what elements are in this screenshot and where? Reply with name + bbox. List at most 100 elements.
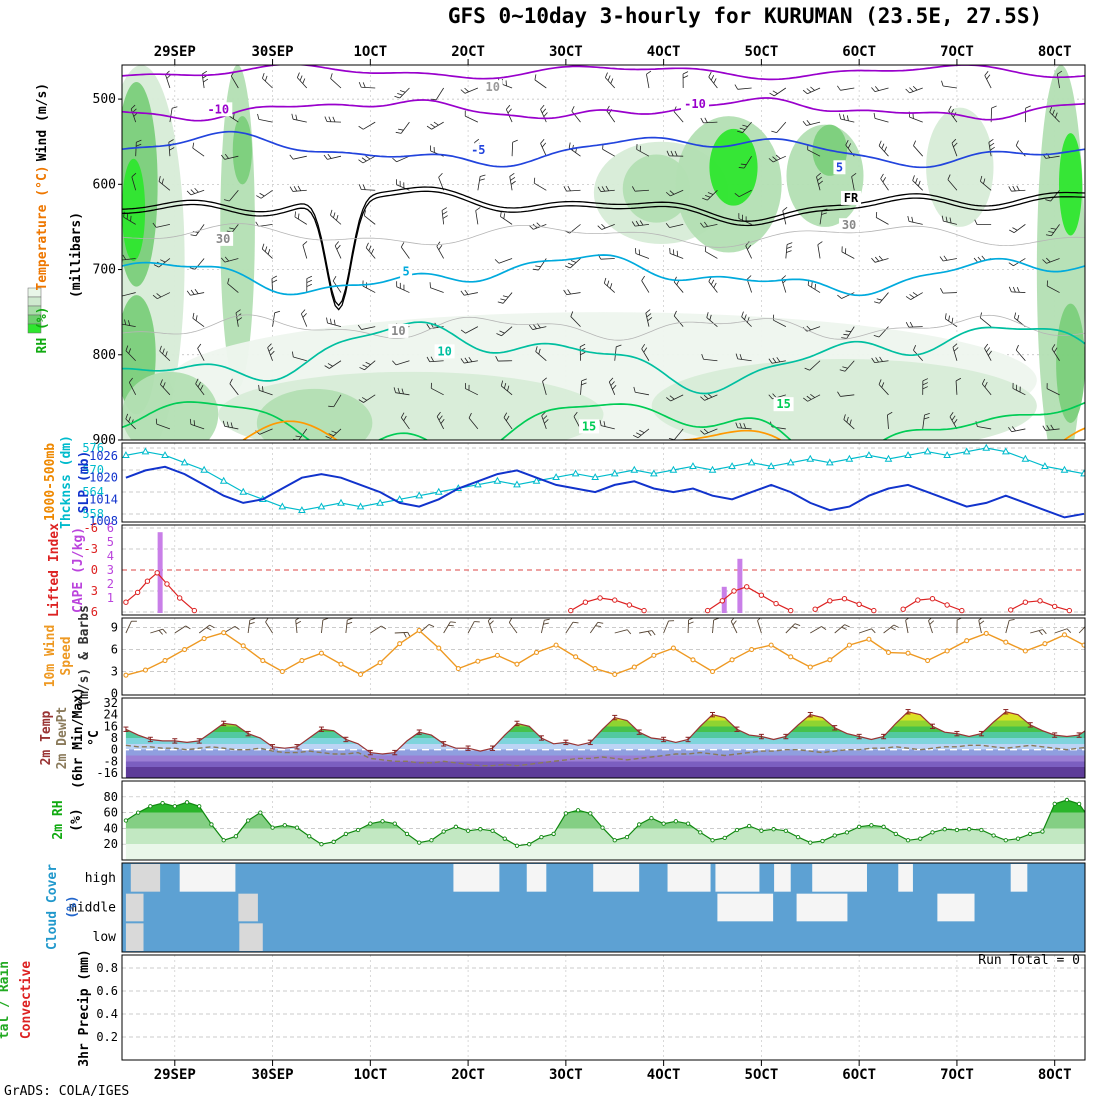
svg-text:0: 0 [111, 687, 118, 701]
svg-text:-6: -6 [84, 521, 98, 535]
svg-text:10: 10 [391, 324, 405, 338]
svg-text:RH (%): RH (%) [35, 307, 50, 354]
svg-text:40: 40 [104, 821, 118, 835]
svg-text:2m Temp: 2m Temp [39, 710, 54, 765]
svg-text:2OCT: 2OCT [451, 1067, 485, 1083]
svg-text:1: 1 [107, 591, 114, 605]
svg-text:Lifted Index: Lifted Index [47, 523, 62, 617]
panel-rh2m [122, 781, 1085, 860]
svg-text:0: 0 [91, 563, 98, 577]
run-total-label: Run Total = 0 [978, 953, 1080, 968]
svg-text:24: 24 [104, 708, 118, 722]
svg-text:1014: 1014 [89, 492, 118, 506]
svg-text:8: 8 [111, 731, 118, 745]
svg-text:1026: 1026 [89, 449, 118, 463]
svg-text:3: 3 [107, 563, 114, 577]
svg-text:6: 6 [111, 643, 118, 657]
svg-text:6OCT: 6OCT [842, 1067, 876, 1083]
svg-text:20: 20 [104, 837, 118, 851]
svg-text:10: 10 [437, 344, 451, 358]
svg-text:600: 600 [93, 177, 116, 192]
svg-text:500: 500 [93, 92, 116, 107]
svg-text:60: 60 [104, 806, 118, 820]
svg-text:29SEP: 29SEP [154, 1067, 196, 1083]
svg-text:6OCT: 6OCT [842, 44, 876, 60]
svg-text:0.6: 0.6 [96, 984, 118, 998]
svg-text:°C: °C [87, 730, 102, 746]
svg-text:2OCT: 2OCT [451, 44, 485, 60]
svg-text:middle: middle [69, 901, 116, 916]
svg-text:CAPE (J/kg): CAPE (J/kg) [71, 527, 86, 613]
svg-text:Speed: Speed [59, 636, 74, 675]
svg-text:564: 564 [82, 485, 104, 499]
svg-text:(m/s) & Barbs: (m/s) & Barbs [77, 605, 92, 707]
panel-clouds [122, 863, 1085, 952]
svg-text:Cloud Cover: Cloud Cover [45, 864, 60, 950]
svg-text:(millibars): (millibars) [69, 212, 84, 298]
svg-text:2m RH: 2m RH [51, 800, 66, 839]
svg-text:30: 30 [216, 232, 230, 246]
svg-text:5: 5 [107, 535, 114, 549]
svg-text:Convective: Convective [19, 961, 34, 1039]
svg-text:-3: -3 [84, 542, 98, 556]
svg-text:558: 558 [82, 507, 104, 521]
svg-text:-16: -16 [96, 766, 118, 780]
svg-text:6: 6 [107, 521, 114, 535]
svg-text:8OCT: 8OCT [1038, 44, 1072, 60]
svg-text:5OCT: 5OCT [745, 1067, 779, 1083]
svg-text:1008: 1008 [89, 514, 118, 528]
svg-text:1000-500mb: 1000-500mb [43, 443, 58, 521]
svg-text:9: 9 [111, 621, 118, 635]
svg-text:3: 3 [111, 665, 118, 679]
svg-text:-10: -10 [207, 102, 229, 116]
svg-text:5OCT: 5OCT [745, 44, 779, 60]
svg-text:3hr Precip (mm): 3hr Precip (mm) [77, 949, 92, 1066]
panel-upper-air: -10 -10 10 -5 5 FR 30 30 5 10 10 15 15 [122, 65, 1085, 440]
svg-text:Temperature (°C): Temperature (°C) [35, 165, 50, 290]
svg-text:high: high [85, 871, 116, 886]
svg-text:-10: -10 [684, 97, 706, 111]
svg-text:1OCT: 1OCT [353, 44, 387, 60]
svg-text:2m DewPt: 2m DewPt [55, 707, 70, 770]
svg-text:7OCT: 7OCT [940, 44, 974, 60]
svg-text:1OCT: 1OCT [353, 1067, 387, 1083]
svg-text:(%): (%) [65, 895, 80, 918]
svg-text:0.8: 0.8 [96, 961, 118, 975]
svg-text:2: 2 [107, 577, 114, 591]
svg-text:SLP (mb): SLP (mb) [77, 451, 92, 514]
svg-text:4OCT: 4OCT [647, 44, 681, 60]
svg-text:3OCT: 3OCT [549, 1067, 583, 1083]
svg-text:-8: -8 [104, 754, 118, 768]
svg-text:-5: -5 [471, 143, 485, 157]
svg-text:30SEP: 30SEP [251, 1067, 293, 1083]
svg-text:Wind (m/s): Wind (m/s) [35, 83, 50, 161]
svg-text:5: 5 [836, 160, 843, 174]
svg-text:3OCT: 3OCT [549, 44, 583, 60]
svg-text:900: 900 [93, 433, 116, 448]
svg-text:10: 10 [486, 80, 500, 94]
svg-text:(6hr Min/Max): (6hr Min/Max) [71, 687, 86, 789]
panel-wind10m [122, 618, 1085, 695]
svg-text:0: 0 [111, 743, 118, 757]
svg-text:80: 80 [104, 790, 118, 804]
svg-text:Thcknss (dm): Thcknss (dm) [59, 435, 74, 529]
svg-text:700: 700 [93, 263, 116, 278]
svg-text:(%): (%) [69, 808, 84, 831]
svg-text:3: 3 [91, 584, 98, 598]
chart-title: GFS 0~10day 3-hourly for KURUMAN (23.5E,… [447, 4, 1043, 28]
panel-li-cape [122, 525, 1085, 615]
svg-text:10m Wind: 10m Wind [43, 625, 58, 688]
svg-text:low: low [93, 930, 117, 945]
svg-text:1020: 1020 [89, 471, 118, 485]
svg-text:4OCT: 4OCT [647, 1067, 681, 1083]
svg-text:30: 30 [842, 218, 856, 232]
svg-text:16: 16 [104, 719, 118, 733]
svg-text:8OCT: 8OCT [1038, 1067, 1072, 1083]
grads-credit: GrADS: COLA/IGES [4, 1084, 130, 1099]
svg-text:800: 800 [93, 348, 116, 363]
svg-text:576: 576 [82, 441, 104, 455]
svg-text:6: 6 [91, 605, 98, 619]
svg-text:32: 32 [104, 696, 118, 710]
